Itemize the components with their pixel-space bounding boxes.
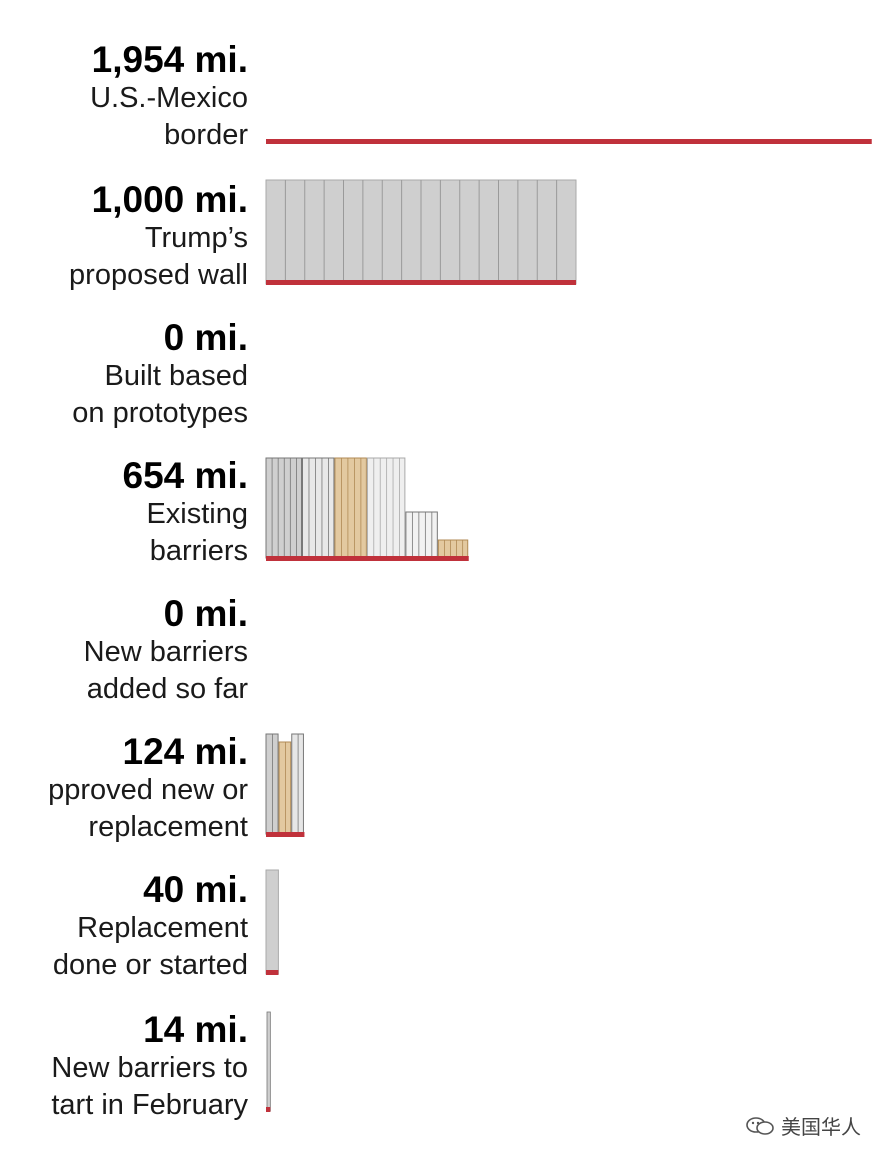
- row-description: added so far: [86, 673, 248, 705]
- row-value: 1,954 mi.: [91, 39, 248, 80]
- bar-graphic: [266, 1011, 271, 1112]
- bar-area: [266, 36, 876, 166]
- bar-area: [265, 452, 876, 582]
- bar-baseline: [266, 970, 279, 975]
- bar-area: [265, 728, 876, 858]
- barrier-segment: [278, 741, 292, 835]
- watermark-text: 美国华人: [781, 1117, 861, 1139]
- row-label: 1,954 mi. U.S.-Mexico border: [0, 36, 248, 166]
- barrier-segment: [291, 733, 304, 835]
- barrier-segment: [265, 733, 279, 835]
- row-description: Existing: [146, 498, 248, 530]
- wechat-icon: [746, 1116, 774, 1135]
- row-value: 0 mi.: [163, 317, 248, 358]
- bar-area: [265, 176, 876, 306]
- row-description: pproved new or: [48, 774, 248, 806]
- row-description: barriers: [149, 535, 248, 567]
- row-description: done or started: [52, 949, 248, 981]
- watermark: 美国华人: [745, 1111, 861, 1140]
- chart-row: 1,000 mi. Trump’s proposed wall: [0, 176, 889, 306]
- row-value: 14 mi.: [143, 1009, 248, 1050]
- bar-area: [266, 314, 876, 444]
- chart-row: 124 mi. pproved new or replacement: [0, 728, 889, 858]
- bar-baseline: [266, 832, 305, 837]
- row-value: 124 mi.: [122, 731, 248, 772]
- row-description: Built based: [104, 360, 249, 392]
- row-description: border: [164, 119, 248, 151]
- bar-graphic: [265, 869, 279, 975]
- bar-graphic: [265, 733, 305, 837]
- row-label: 40 mi. Replacement done or started: [0, 866, 248, 996]
- barrier-segment: [405, 511, 438, 559]
- barrier-segment: [334, 457, 367, 559]
- bar: [266, 1011, 271, 1112]
- row-description: proposed wall: [69, 259, 248, 291]
- bar-area: [266, 1006, 876, 1136]
- bar-area: [266, 590, 876, 720]
- row-label: 0 mi. Built based on prototypes: [0, 314, 248, 444]
- bar-graphic: [266, 314, 876, 444]
- bar-graphic: [266, 590, 876, 720]
- row-value: 654 mi.: [122, 455, 248, 496]
- bar-graphic: [266, 139, 872, 144]
- chart-row: 654 mi. Existing barriers: [0, 452, 889, 582]
- bar-graphic: [265, 179, 577, 285]
- row-value: 0 mi.: [163, 593, 248, 634]
- barrier-segment: [437, 539, 469, 559]
- row-description: Trump’s: [144, 222, 248, 254]
- chart-row: 1,954 mi. U.S.-Mexico border: [0, 36, 889, 166]
- bar-baseline: [266, 556, 469, 561]
- bar-graphic: [265, 457, 469, 561]
- row-description: on prototypes: [72, 397, 248, 429]
- row-label: 124 mi. pproved new or replacement: [0, 728, 248, 858]
- bar-baseline: [266, 1107, 271, 1112]
- row-value: 1,000 mi.: [91, 179, 248, 220]
- chart-row: 40 mi. Replacement done or started: [0, 866, 889, 996]
- row-label: 1,000 mi. Trump’s proposed wall: [0, 176, 248, 306]
- row-label: 654 mi. Existing barriers: [0, 452, 248, 582]
- row-value: 40 mi.: [143, 869, 248, 910]
- row-description: New barriers: [83, 636, 248, 668]
- row-description: replacement: [88, 811, 248, 843]
- bar: [265, 869, 279, 975]
- chart-row: 0 mi. New barriers added so far: [0, 590, 889, 720]
- row-label: 0 mi. New barriers added so far: [0, 590, 248, 720]
- bar: [266, 139, 872, 144]
- row-description: tart in February: [51, 1089, 248, 1121]
- bar-area: [265, 866, 876, 996]
- chart-row: 0 mi. Built based on prototypes: [0, 314, 889, 444]
- bar-baseline: [266, 280, 576, 285]
- chart-row: 14 mi. New barriers to tart in February: [0, 1006, 889, 1136]
- row-label: 14 mi. New barriers to tart in February: [0, 1006, 248, 1136]
- row-description: New barriers to: [51, 1052, 248, 1084]
- row-description: Replacement: [77, 912, 248, 944]
- row-description: U.S.-Mexico: [90, 82, 248, 114]
- barrier-segment: [301, 457, 335, 559]
